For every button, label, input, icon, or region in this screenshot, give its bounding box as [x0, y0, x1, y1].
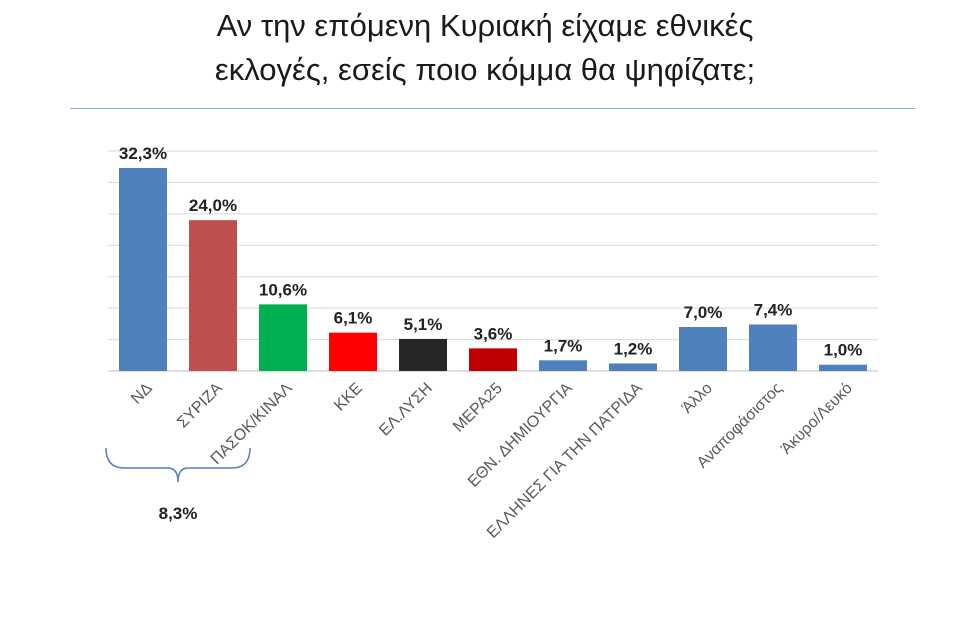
bracket-shape [105, 447, 251, 483]
category-label: ΝΔ [128, 380, 156, 408]
title-line-2: εκλογές, εσείς ποιο κόμμα θα ψηφίζατε; [214, 52, 756, 87]
data-label: 7,4% [754, 300, 793, 319]
data-label: 1,7% [544, 336, 583, 355]
bar [119, 167, 167, 371]
bar [399, 338, 447, 371]
bar [259, 304, 307, 371]
category-label: ΣΥΡΙΖΑ [174, 380, 226, 432]
bar [329, 332, 377, 371]
data-label: 3,6% [474, 324, 513, 343]
bar [679, 327, 727, 371]
category-label: Άκυρο/Λευκό [778, 380, 856, 458]
bracket-annotation: 8,3% [105, 447, 251, 523]
category-label: ΕΛΛΗΝΕΣ ΓΙΑ ΤΗΝ ΠΑΤΡΙΔΑ [484, 380, 646, 542]
data-label: 1,0% [824, 341, 863, 360]
data-label: 32,3% [119, 144, 167, 163]
data-label: 5,1% [404, 315, 443, 334]
bar [609, 363, 657, 371]
bar [749, 324, 797, 371]
bar [539, 360, 587, 371]
category-label: ΕΛ.ΛΥΣΗ [376, 380, 436, 440]
data-label: 10,6% [259, 280, 307, 299]
bars [119, 167, 867, 371]
category-label: ΚΚΕ [331, 380, 366, 415]
value-labels: 32,3% 24,0% 10,6% 6,1% 5,1% 3,6% 1,7% 1,2% 7,0% 7… [119, 144, 862, 360]
bar [189, 220, 237, 371]
data-label: 7,0% [684, 303, 723, 322]
bar [469, 348, 517, 371]
data-label: 1,2% [614, 339, 653, 358]
bar [819, 364, 867, 371]
title-line-1: Αν την επόμενη Κυριακή είχαμε εθνικές [216, 8, 754, 43]
chart-title: Αν την επόμενη Κυριακή είχαμε εθνικές εκ… [0, 4, 970, 92]
data-label: 6,1% [334, 309, 373, 328]
title-divider [70, 108, 915, 109]
data-label: 24,0% [189, 196, 237, 215]
category-label: ΜΕΡΑ25 [450, 380, 506, 436]
bracket-label: 8,3% [159, 504, 198, 523]
category-label: Άλλο [679, 380, 716, 417]
